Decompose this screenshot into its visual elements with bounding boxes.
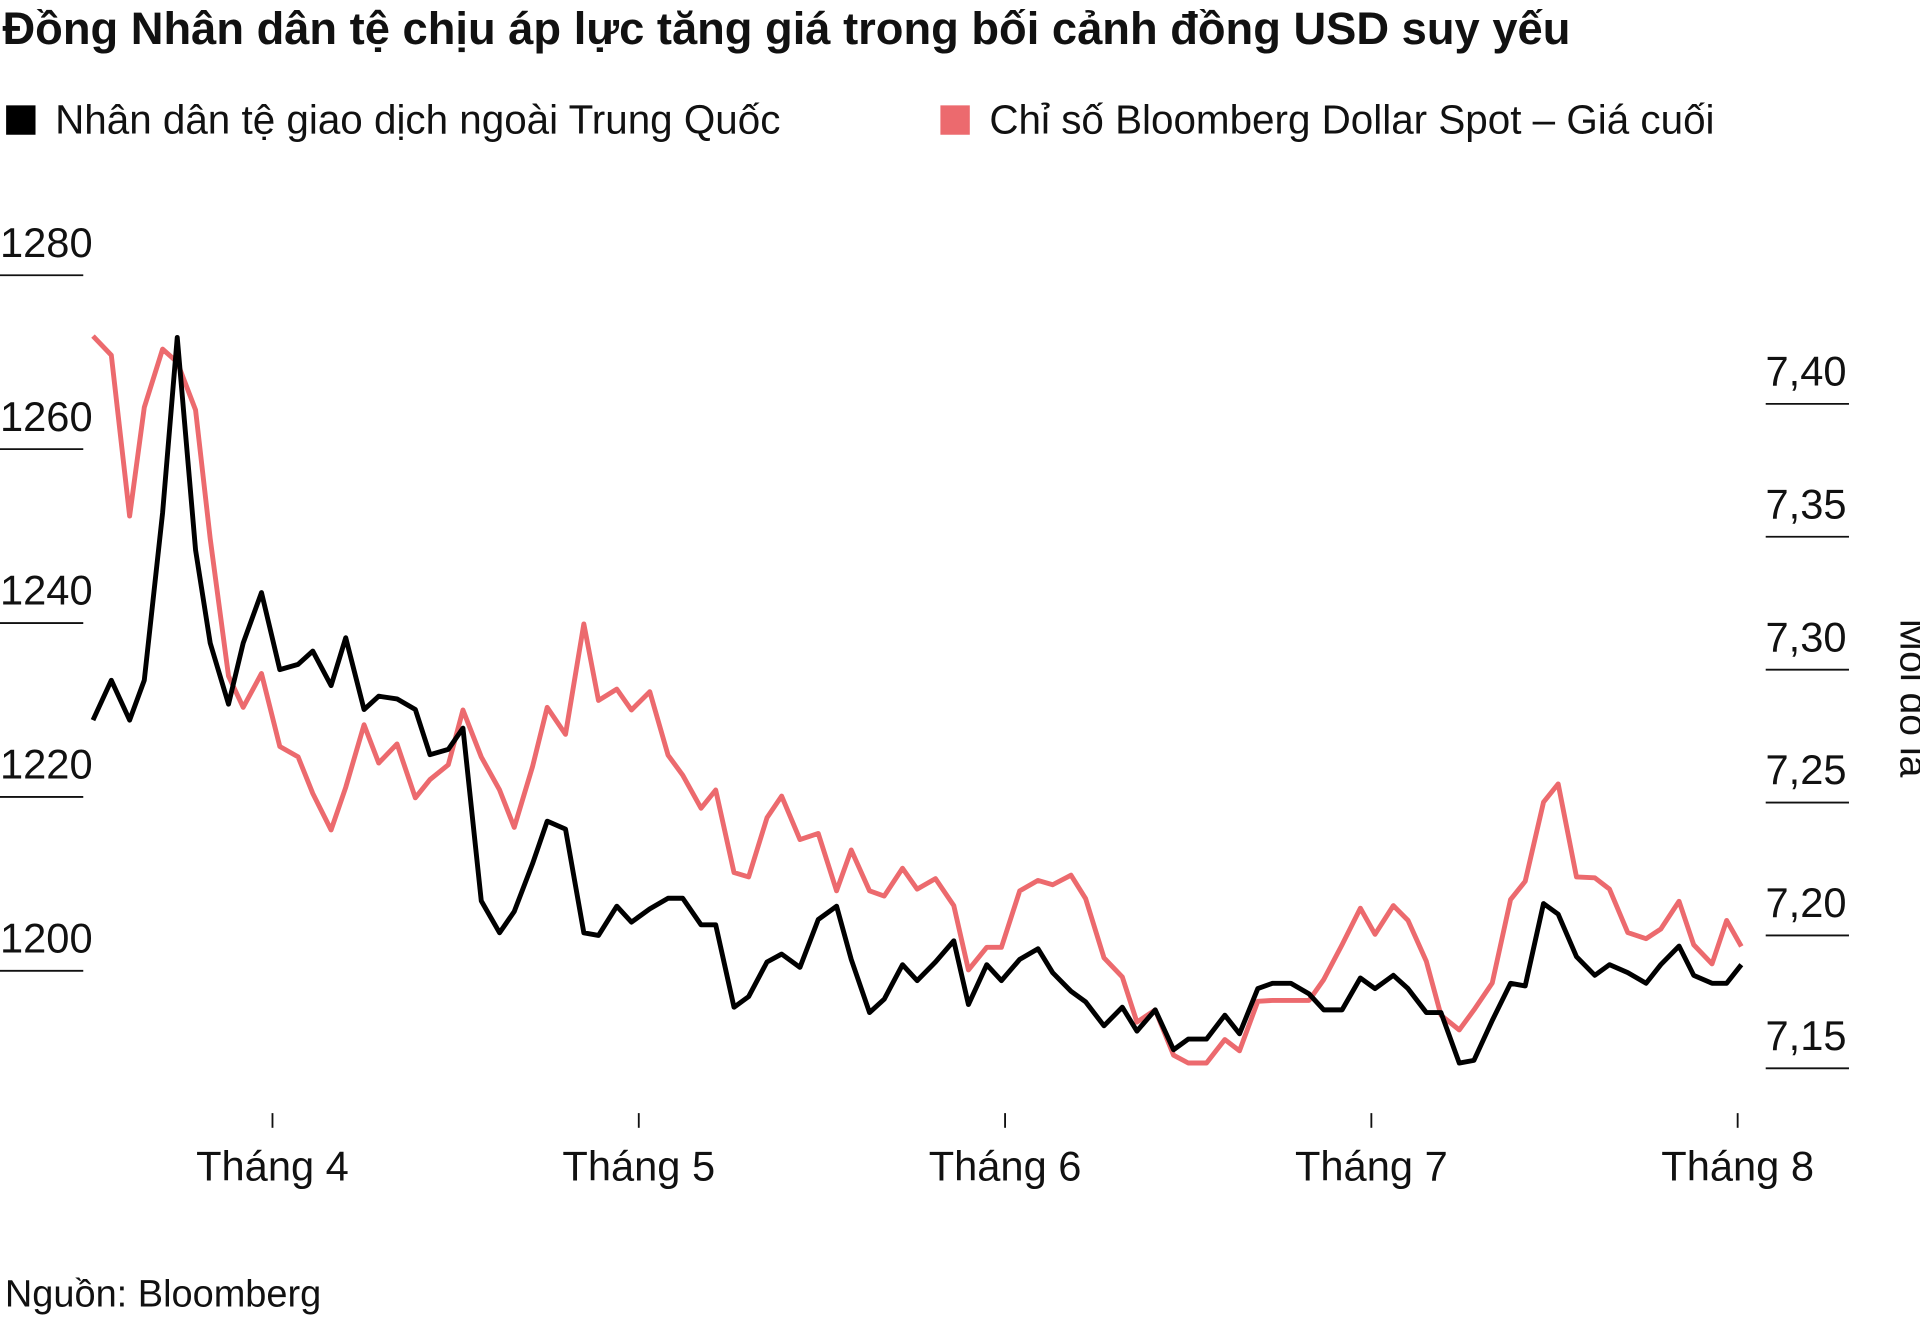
y2-tick-label: 7,25: [1766, 746, 1847, 793]
x-tick-label: Tháng 6: [929, 1142, 1082, 1189]
source-note: Nguồn: Bloomberg: [5, 1274, 321, 1316]
chart-title: Đồng Nhân dân tệ chịu áp lực tăng giá tr…: [2, 3, 1570, 54]
y-tick-label: 1280: [0, 219, 93, 266]
x-tick-label: Tháng 4: [196, 1142, 349, 1189]
y-tick-label: 1240: [0, 567, 93, 614]
series-line: [91, 334, 1744, 1066]
y2-tick-label: 7,20: [1766, 879, 1847, 926]
legend-label: Chỉ số Bloomberg Dollar Spot – Giá cuối: [989, 97, 1714, 143]
legend-swatch: [6, 105, 36, 135]
legend-label: Nhân dân tệ giao dịch ngoài Trung Quốc: [55, 97, 780, 143]
x-tick-label: Tháng 8: [1661, 1142, 1814, 1189]
y2-tick-label: 7,35: [1766, 480, 1847, 527]
y2-tick-label: 7,40: [1766, 347, 1847, 394]
y-tick-label: 1220: [0, 741, 93, 788]
x-tick-label: Tháng 5: [562, 1142, 715, 1189]
y-tick-label: 1200: [0, 914, 93, 961]
y-tick-label: 1260: [0, 393, 93, 440]
y2-axis-title: Mỗi đô la: [1891, 619, 1920, 778]
x-tick-label: Tháng 7: [1295, 1142, 1448, 1189]
y2-tick-label: 7,30: [1766, 613, 1847, 660]
legend-swatch: [940, 105, 970, 135]
series-line: [90, 334, 1744, 1066]
y2-tick-label: 7,15: [1766, 1012, 1847, 1059]
